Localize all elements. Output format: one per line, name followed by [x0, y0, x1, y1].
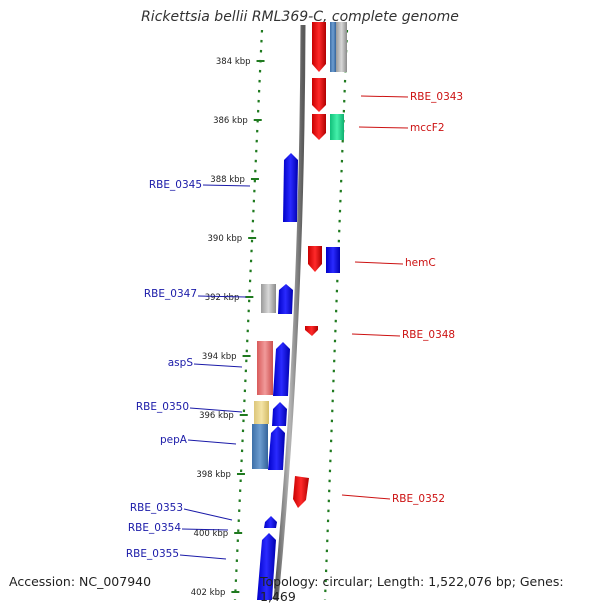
forward-gene-cog-bar — [252, 424, 268, 469]
forward-gene-arrow — [283, 153, 298, 222]
reverse-gene-arrow — [312, 78, 326, 112]
gene-labels: RBE_0343 mccF2 hemC RBE_0348 RBE_0352 RB… — [126, 91, 463, 560]
gene-label-forward: RBE_0354 — [128, 522, 181, 534]
kbp-tick-label: 400 kbp — [194, 529, 229, 539]
forward-gene-arrow — [273, 342, 290, 396]
forward-gene-cog-bar — [257, 341, 273, 395]
reverse-strand-genes — [293, 22, 347, 508]
reverse-gene-cog-bar — [326, 247, 340, 273]
gene-label-reverse: RBE_0352 — [392, 493, 445, 505]
gene-label-reverse: RBE_0348 — [402, 329, 455, 341]
forward-strand-genes — [252, 153, 298, 600]
kbp-tick-label: 392 kbp — [205, 293, 240, 303]
forward-gene-arrow — [278, 284, 293, 314]
kbp-tick-label: 398 kbp — [196, 470, 231, 480]
kbp-tick-label: 390 kbp — [208, 234, 243, 244]
forward-gene-cog-bar — [261, 284, 276, 313]
gene-label-forward: aspS — [168, 357, 194, 369]
kbp-tick-label: 402 kbp — [191, 588, 226, 598]
gene-label-reverse: mccF2 — [410, 122, 445, 134]
genome-backbone — [273, 24, 306, 600]
reverse-gene-cog-bar — [330, 22, 336, 72]
kbp-ticks: 384 kbp 386 kbp 388 kbp 390 kbp 392 kbp 394 k… — [191, 57, 265, 598]
gene-label-forward: RBE_0353 — [130, 502, 183, 514]
gene-label-reverse: RBE_0343 — [410, 91, 463, 103]
reverse-gene-arrow — [312, 114, 326, 140]
map-title: Rickettsia bellii RML369-C, complete gen… — [141, 9, 459, 25]
kbp-tick-label: 388 kbp — [210, 175, 245, 185]
kbp-tick-label: 396 kbp — [199, 411, 234, 421]
forward-gene-arrow — [268, 426, 285, 470]
reverse-gene-arrow — [312, 22, 326, 72]
kbp-tick-label: 394 kbp — [202, 352, 237, 362]
reverse-gene-arrow — [308, 246, 322, 272]
forward-gene-arrow — [272, 402, 287, 426]
reverse-gene-cog-bar — [330, 114, 344, 140]
forward-gene-cog-bar — [254, 401, 269, 424]
gene-label-forward: RBE_0350 — [136, 401, 189, 413]
gene-label-forward: pepA — [160, 434, 188, 446]
reverse-gene-arrow — [293, 476, 309, 508]
accession-text: Accession: NC_007940 — [9, 574, 152, 589]
gene-label-forward: RBE_0355 — [126, 548, 179, 560]
gene-label-forward: RBE_0345 — [149, 179, 202, 191]
label-leader-lines — [179, 95, 409, 560]
kbp-tick-label: 384 kbp — [216, 57, 251, 67]
gene-label-reverse: hemC — [405, 257, 436, 269]
gene-label-forward: RBE_0347 — [144, 288, 197, 300]
forward-gene-arrow — [257, 533, 276, 600]
forward-gene-arrow — [264, 516, 277, 528]
kbp-tick-label: 386 kbp — [213, 116, 248, 126]
reverse-gene-arrow — [305, 326, 318, 336]
reverse-gene-cog-bar — [336, 22, 347, 72]
